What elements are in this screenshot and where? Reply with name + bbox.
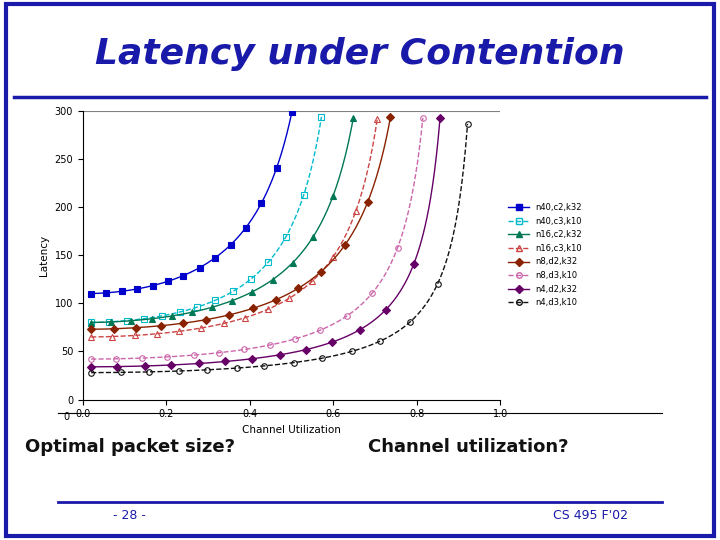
Text: 0: 0	[63, 412, 69, 422]
Text: Channel utilization?: Channel utilization?	[368, 438, 568, 456]
X-axis label: Channel Utilization: Channel Utilization	[242, 425, 341, 435]
Text: CS 495 F'02: CS 495 F'02	[553, 509, 628, 522]
Y-axis label: Latency: Latency	[39, 234, 49, 276]
Text: Latency under Contention: Latency under Contention	[95, 37, 625, 71]
Text: Optimal packet size?: Optimal packet size?	[24, 438, 235, 456]
Text: - 28 -: - 28 -	[113, 509, 146, 522]
Legend: n40,c2,k32, n40,c3,k10, n16,c2,k32, n16,c3,k10, n8,d2,k32, n8,d3,k10, n4,d2,k32,: n40,c2,k32, n40,c3,k10, n16,c2,k32, n16,…	[508, 203, 582, 307]
